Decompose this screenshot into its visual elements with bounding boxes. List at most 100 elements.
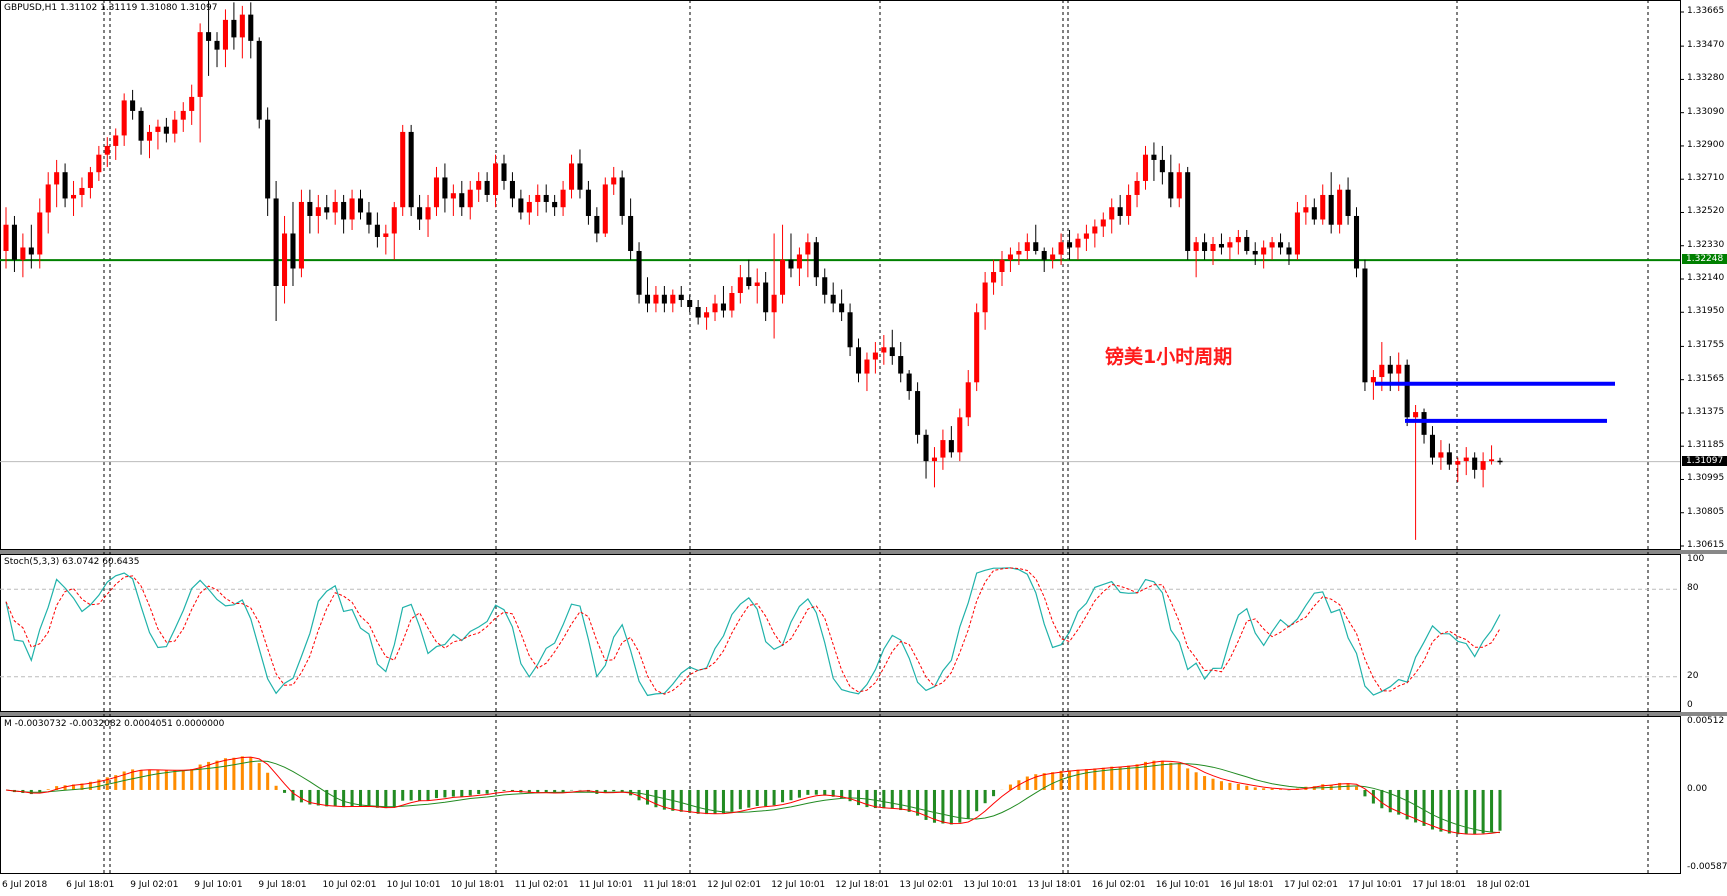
candle (1328, 172, 1334, 234)
time-tick-label: 16 Jul 18:01 (1219, 880, 1274, 890)
candle (37, 198, 43, 269)
candle (298, 189, 304, 278)
candle-body (1159, 159, 1165, 173)
candle (1455, 457, 1461, 483)
candle-body (1109, 207, 1115, 220)
candle-body (467, 189, 473, 208)
candle (1311, 198, 1317, 225)
candle (1016, 242, 1022, 265)
candle (1033, 224, 1039, 255)
candle-body (113, 135, 119, 146)
candle (594, 207, 600, 243)
candle-body (70, 194, 77, 199)
candle-body (189, 96, 195, 111)
candle (163, 117, 169, 143)
candle (442, 163, 448, 213)
price-tick-label: 1.32710 (1687, 173, 1725, 184)
candle (357, 189, 364, 220)
candle-body (3, 224, 9, 251)
candle-body (585, 189, 591, 216)
candle (113, 128, 119, 160)
candle (1387, 356, 1393, 392)
time-tick-label: 6 Jul 2018 (2, 880, 48, 890)
candle (1370, 370, 1376, 400)
candle-body (273, 198, 279, 287)
candle (206, 0, 212, 76)
price-tick-label: 1.31755 (1687, 340, 1725, 351)
candle (1159, 145, 1165, 185)
candle (712, 294, 718, 322)
time-tick-label: 10 Jul 02:01 (322, 880, 377, 890)
time-tick-label: 17 Jul 18:01 (1412, 880, 1467, 890)
candle (265, 107, 271, 216)
candle (678, 286, 684, 308)
candle-body (611, 177, 617, 185)
price-tick-label: 1.31565 (1687, 373, 1725, 384)
candle-body (104, 145, 110, 155)
candle-body (535, 194, 541, 202)
candle (1176, 163, 1182, 208)
candle-body (560, 189, 566, 208)
candle-body (636, 250, 642, 295)
candle (79, 177, 85, 208)
macd-tick-label: 0.00 (1687, 783, 1708, 794)
candle-body (146, 131, 153, 141)
candle (324, 194, 330, 220)
candle (771, 233, 777, 339)
candle-body (771, 294, 777, 313)
stoch-panel-frame (0, 554, 1681, 712)
candle (644, 277, 651, 313)
candle-body (172, 119, 178, 134)
candle (1404, 359, 1410, 427)
candle (349, 189, 355, 230)
chart-annotation: 镑美1小时周期 (1105, 346, 1233, 368)
candle (459, 180, 465, 216)
candle-body (1227, 242, 1233, 248)
candle-body (754, 282, 760, 287)
candle-body (991, 271, 997, 283)
candle-body (87, 172, 93, 188)
time-tick-label: 13 Jul 02:01 (899, 880, 954, 890)
candle-body (332, 201, 338, 213)
time-tick-label: 10 Jul 18:01 (450, 880, 505, 890)
candle-body (417, 207, 423, 220)
candle-body (1497, 460, 1503, 463)
candle-body (1126, 194, 1132, 216)
candle (484, 172, 490, 202)
candle (1185, 166, 1191, 260)
candle-body (1387, 364, 1393, 374)
candle-body (1370, 377, 1376, 383)
candle-body (889, 347, 895, 357)
candle-body (1202, 242, 1208, 251)
stoch-title: Stoch(5,3,3) 63.0742 60.6435 (4, 557, 140, 567)
candle (881, 335, 887, 365)
candle-body (1337, 189, 1343, 225)
candle (535, 184, 541, 216)
candle-body (408, 131, 414, 208)
candle (628, 198, 634, 260)
candle (1429, 426, 1436, 465)
candle (433, 166, 440, 216)
candle (915, 382, 921, 444)
candle-body (248, 14, 254, 41)
candle (509, 172, 515, 208)
candle (1075, 233, 1081, 260)
candle-body (568, 163, 575, 190)
candle (906, 370, 912, 400)
candle-body (864, 359, 870, 374)
candle (130, 89, 136, 120)
candle (737, 264, 743, 304)
candle-body (1142, 154, 1149, 181)
candle (577, 149, 583, 199)
price-tick-label: 1.32330 (1687, 239, 1725, 250)
candle-body (729, 293, 735, 311)
time-tick-label: 9 Jul 18:01 (258, 880, 307, 890)
candle (957, 408, 963, 462)
candle-body (1320, 194, 1326, 220)
price-tick-label: 1.30995 (1687, 473, 1725, 484)
candle-body (1413, 412, 1419, 418)
candle (332, 189, 338, 225)
candle (991, 259, 997, 295)
candle (476, 172, 482, 202)
